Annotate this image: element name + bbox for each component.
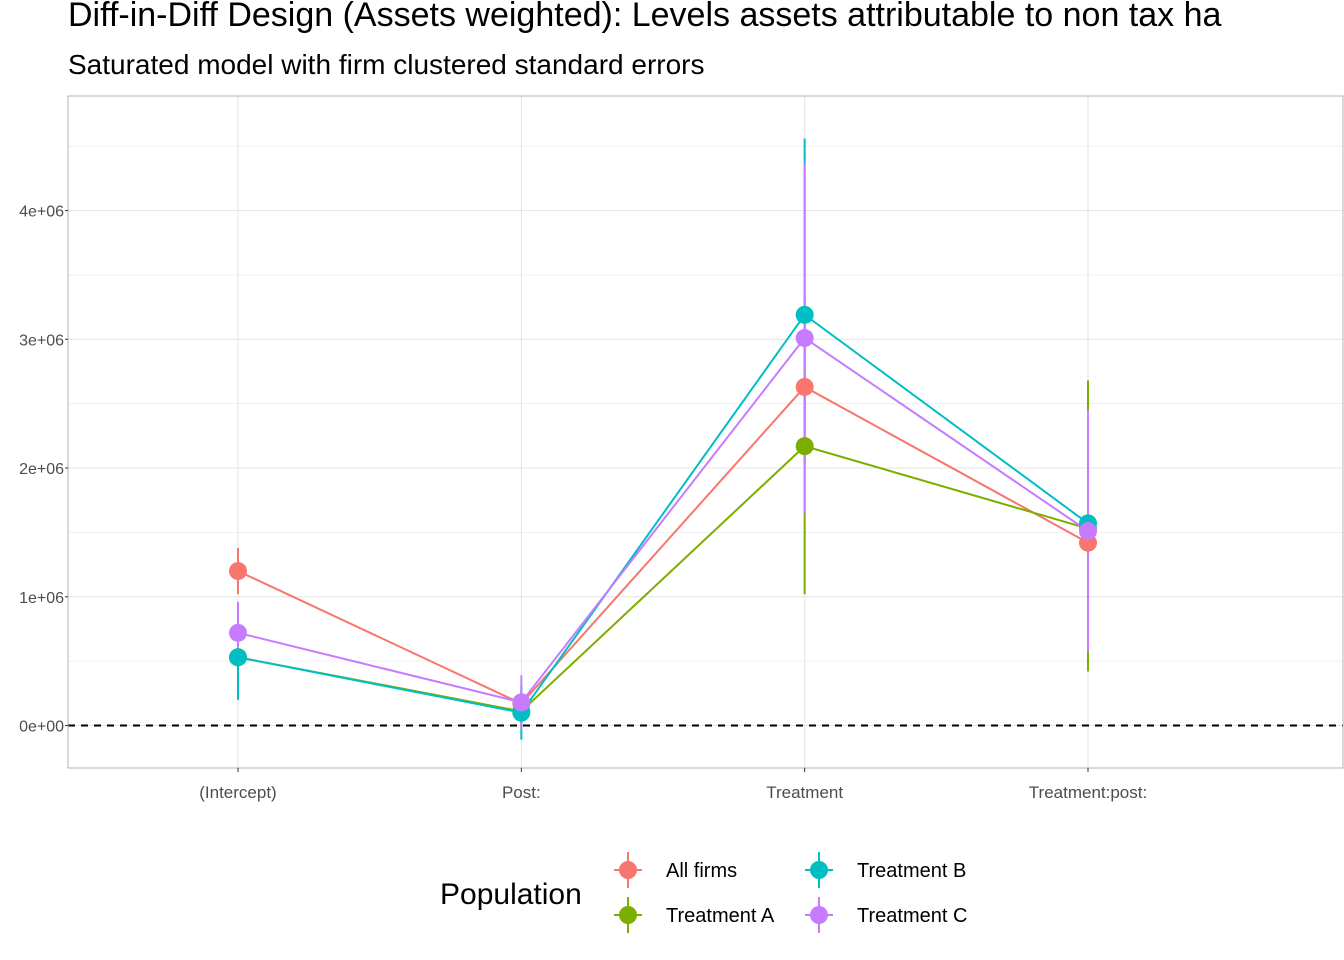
data-point [229,648,247,667]
legend-key-point [619,861,637,879]
legend-item: All firms [614,852,737,888]
x-tick-label: Treatment:post: [1029,783,1147,802]
data-point [795,329,814,348]
legend-key-point [810,906,828,924]
legend-label: Treatment C [857,905,967,927]
y-tick-label: 1e+06 [19,590,64,607]
panel-border [67,95,1344,769]
chart-title: Diff-in-Diff Design (Assets weighted): L… [68,0,1222,34]
legend: Population All firms Treatment A Treatment… [440,852,967,933]
legend-title: Population [440,878,582,911]
legend-label: All firms [666,860,737,882]
legend-item: Treatment A [614,897,775,933]
series-line [237,313,1089,714]
x-tick-label: Treatment [766,783,843,802]
y-tick-label: 0e+00 [19,719,64,736]
legend-item: Treatment C [805,897,967,933]
y-tick-label: 3e+06 [19,332,64,349]
data-point [1079,522,1097,541]
data-point [795,437,814,456]
legend-key-point [619,906,637,924]
data-point [795,305,814,324]
data-point [795,377,814,396]
series-points [229,305,1097,722]
series-line [237,336,1089,704]
series-line [237,385,1089,705]
data-point [229,623,247,642]
legend-label: Treatment A [666,905,775,927]
y-axis-ticks: 0e+00 1e+06 2e+06 3e+06 4e+06 [19,204,68,736]
grid [68,96,1343,768]
y-tick-label: 4e+06 [19,204,64,221]
series-line [237,445,1089,713]
x-axis-ticks: (Intercept) Post: Treatment Treatment:post: [199,768,1147,802]
legend-label: Treatment B [857,860,966,882]
error-bars [237,138,1089,740]
x-tick-label: (Intercept) [199,783,276,802]
legend-key-point [810,861,828,879]
legend-items: All firms Treatment A Treatment B Treatment… [614,852,967,933]
series-lines [237,313,1089,714]
x-tick-label: Post: [502,783,541,802]
chart-subtitle: Saturated model with firm clustered stan… [68,49,705,80]
legend-item: Treatment B [805,852,966,888]
y-tick-label: 2e+06 [19,461,64,478]
data-point [229,562,247,581]
data-point [512,693,531,712]
